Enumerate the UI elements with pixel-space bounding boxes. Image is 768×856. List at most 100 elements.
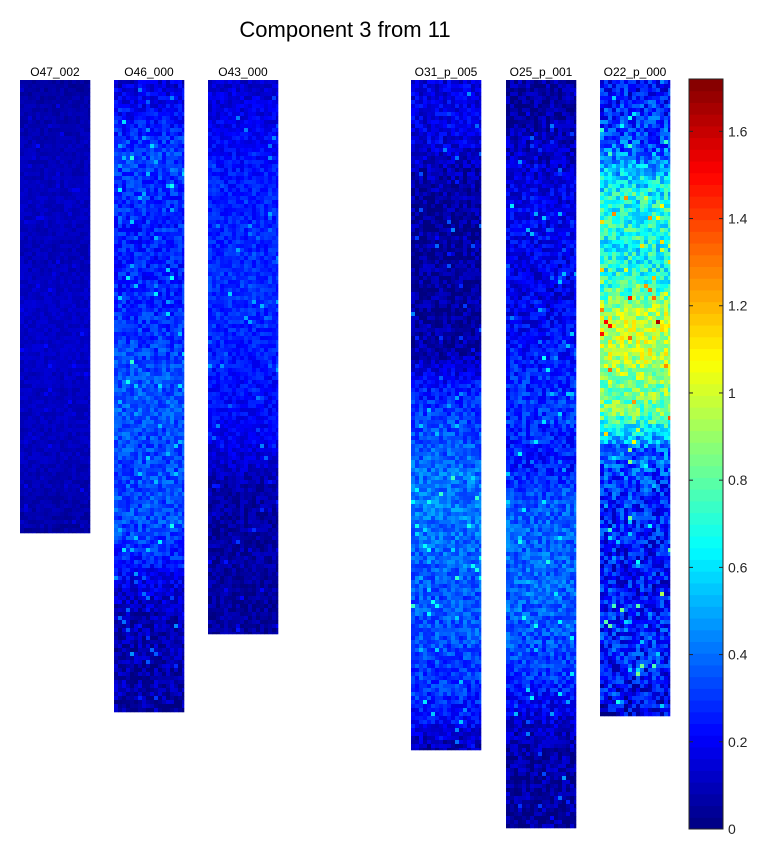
heatmap-cell bbox=[118, 680, 123, 685]
heatmap-cell bbox=[32, 508, 37, 513]
heatmap-cell bbox=[118, 260, 123, 265]
heatmap-cell bbox=[162, 412, 167, 417]
heatmap-cell bbox=[162, 444, 167, 449]
heatmap-cell bbox=[138, 136, 143, 141]
heatmap-cell bbox=[64, 416, 69, 421]
heatmap-cell bbox=[134, 688, 139, 693]
heatmap-cell bbox=[32, 140, 37, 145]
heatmap-cell bbox=[64, 268, 69, 273]
heatmap-cell bbox=[122, 224, 127, 229]
heatmap-cell bbox=[150, 604, 155, 609]
heatmap-cell bbox=[162, 336, 167, 341]
heatmap-cell bbox=[84, 500, 89, 505]
heatmap-cell bbox=[60, 396, 65, 401]
heatmap-cell bbox=[48, 192, 53, 197]
heatmap-cell bbox=[170, 348, 175, 353]
heatmap-cell bbox=[150, 432, 155, 437]
heatmap-cell bbox=[84, 232, 89, 237]
heatmap-cell bbox=[126, 624, 131, 629]
heatmap-cell bbox=[36, 264, 41, 269]
heatmap-cell bbox=[32, 292, 37, 297]
heatmap-cell bbox=[20, 288, 25, 293]
heatmap-cell bbox=[76, 456, 81, 461]
heatmap-cell bbox=[68, 124, 73, 129]
heatmap-cell bbox=[20, 524, 25, 529]
heatmap-cell bbox=[154, 488, 159, 493]
heatmap-cell bbox=[150, 692, 155, 697]
heatmap-cell bbox=[154, 288, 159, 293]
heatmap-cell bbox=[146, 696, 151, 701]
heatmap-cell bbox=[114, 396, 119, 401]
heatmap-cell bbox=[48, 392, 53, 397]
heatmap-cell bbox=[170, 652, 175, 657]
heatmap-cell bbox=[138, 176, 143, 181]
heatmap-cell bbox=[84, 380, 89, 385]
heatmap-cell bbox=[40, 144, 45, 149]
heatmap-cell bbox=[114, 496, 119, 501]
heatmap-cell bbox=[232, 80, 237, 85]
heatmap-cell bbox=[20, 132, 25, 137]
heatmap-cell bbox=[52, 88, 57, 93]
heatmap-cell bbox=[28, 432, 33, 437]
heatmap-cell bbox=[56, 92, 61, 97]
heatmap-cell bbox=[178, 536, 183, 541]
heatmap-cell bbox=[114, 308, 119, 313]
heatmap-cell bbox=[76, 316, 81, 321]
heatmap-cell bbox=[146, 96, 151, 101]
heatmap-cell bbox=[88, 352, 91, 357]
heatmap-cell bbox=[178, 652, 183, 657]
heatmap-cell bbox=[32, 280, 37, 285]
heatmap-cell bbox=[138, 300, 143, 305]
heatmap-cell bbox=[44, 492, 49, 497]
heatmap-cell bbox=[40, 100, 45, 105]
heatmap-cell bbox=[126, 160, 131, 165]
heatmap-cell bbox=[154, 392, 159, 397]
heatmap-cell bbox=[166, 128, 171, 133]
heatmap-cell bbox=[166, 496, 171, 501]
heatmap-cell bbox=[80, 428, 85, 433]
heatmap-cell bbox=[174, 512, 179, 517]
heatmap-cell bbox=[142, 276, 147, 281]
heatmap-cell bbox=[174, 532, 179, 537]
heatmap-cell bbox=[72, 512, 77, 517]
heatmap-cell bbox=[84, 364, 89, 369]
heatmap-cell bbox=[28, 148, 33, 153]
heatmap-cell bbox=[138, 420, 143, 425]
heatmap-cell bbox=[174, 424, 179, 429]
heatmap-cell bbox=[118, 504, 123, 509]
heatmap-cell bbox=[114, 228, 119, 233]
heatmap-cell bbox=[76, 116, 81, 121]
heatmap-cell bbox=[32, 420, 37, 425]
heatmap-cell bbox=[76, 232, 81, 237]
heatmap-cell bbox=[130, 292, 135, 297]
heatmap-cell bbox=[138, 248, 143, 253]
heatmap-cell bbox=[32, 352, 37, 357]
heatmap-cell bbox=[182, 120, 185, 125]
heatmap-cell bbox=[28, 244, 33, 249]
heatmap-cell bbox=[150, 124, 155, 129]
heatmap-cell bbox=[84, 484, 89, 489]
heatmap-cell bbox=[158, 308, 163, 313]
heatmap-cell bbox=[32, 528, 37, 533]
heatmap-cell bbox=[170, 208, 175, 213]
heatmap-cell bbox=[60, 192, 65, 197]
heatmap-cell bbox=[170, 272, 175, 277]
heatmap-cell bbox=[64, 468, 69, 473]
heatmap-cell bbox=[126, 584, 131, 589]
heatmap-cell bbox=[44, 312, 49, 317]
heatmap-cell bbox=[142, 316, 147, 321]
heatmap-cell bbox=[178, 680, 183, 685]
heatmap-cell bbox=[122, 332, 127, 337]
heatmap-cell bbox=[166, 108, 171, 113]
heatmap-cell bbox=[122, 192, 127, 197]
heatmap-cell bbox=[68, 364, 73, 369]
heatmap-cell bbox=[138, 464, 143, 469]
heatmap-cell bbox=[182, 124, 185, 129]
heatmap-cell bbox=[64, 472, 69, 477]
heatmap-cell bbox=[150, 84, 155, 89]
heatmap-cell bbox=[28, 100, 33, 105]
heatmap-cell bbox=[76, 96, 81, 101]
heatmap-cell bbox=[64, 280, 69, 285]
heatmap-cell bbox=[84, 320, 89, 325]
heatmap-cell bbox=[174, 156, 179, 161]
